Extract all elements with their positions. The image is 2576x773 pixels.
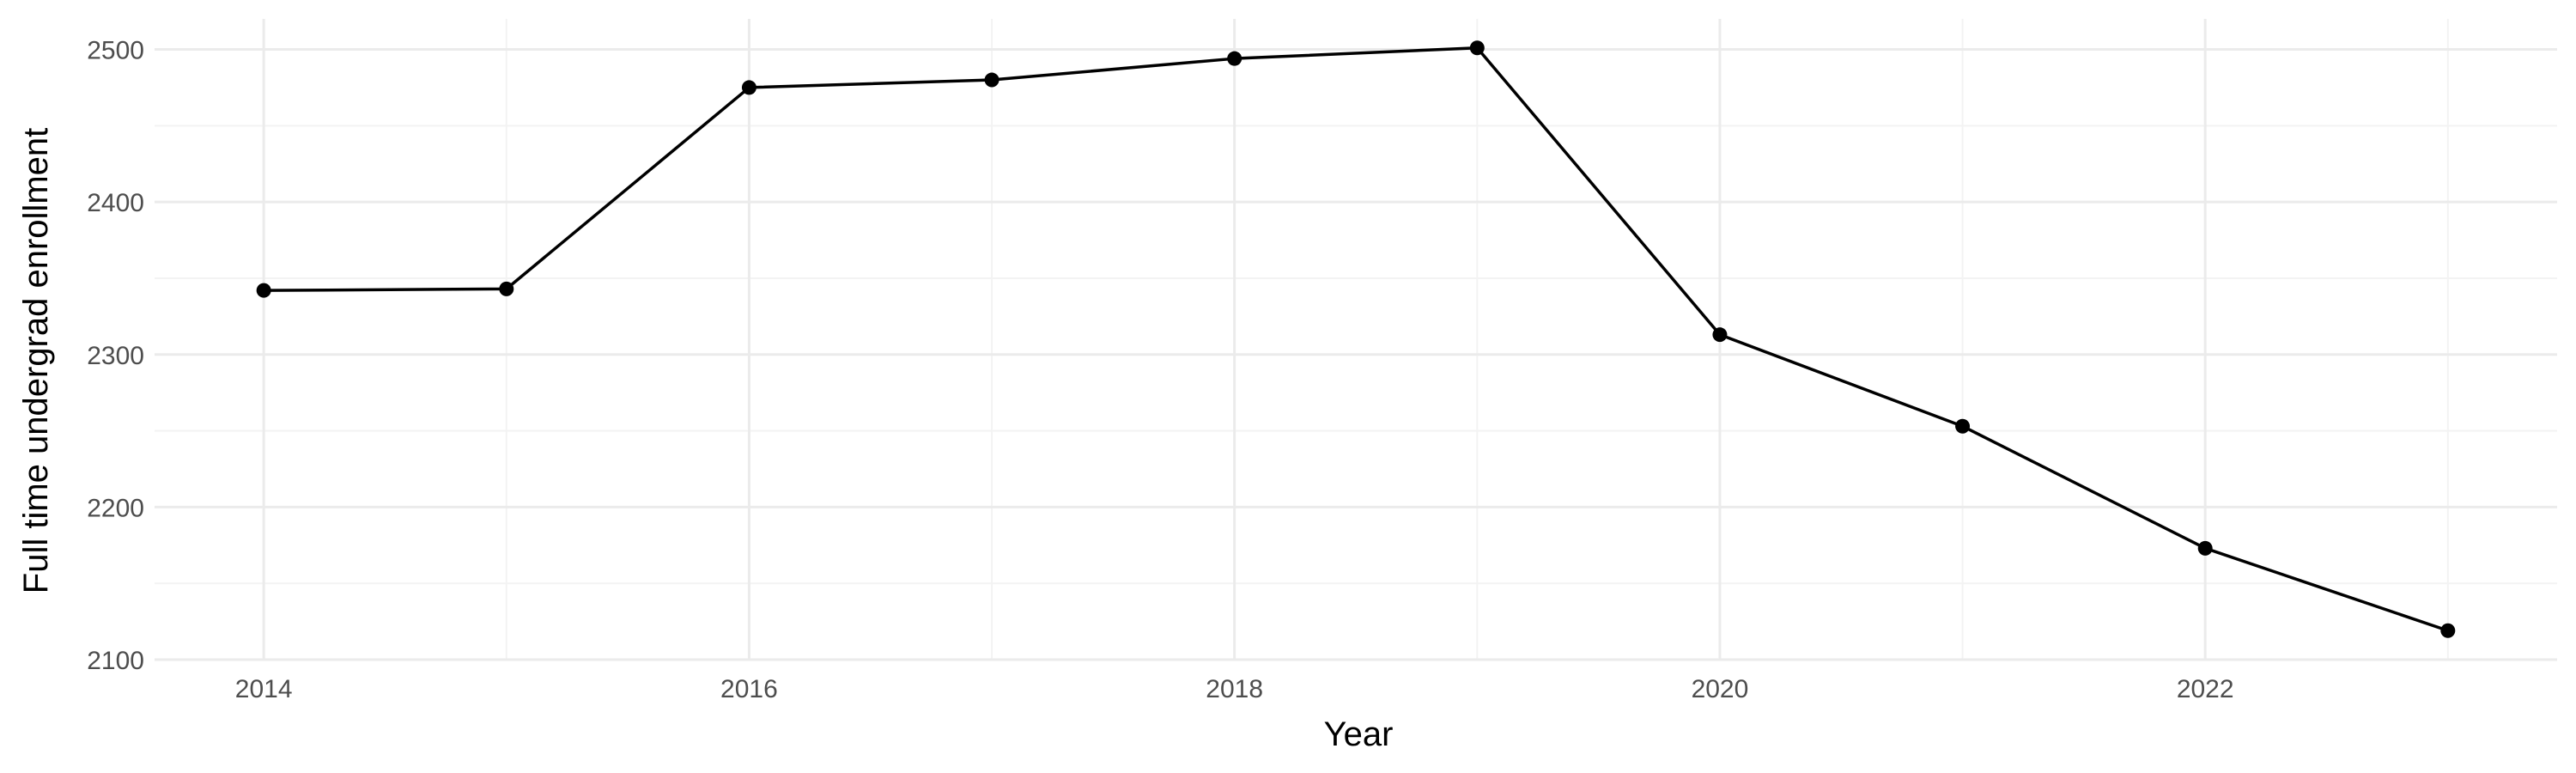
x-tick-label: 2018 [1206, 675, 1263, 703]
y-tick-label: 2200 [87, 494, 144, 522]
y-tick-label: 2300 [87, 342, 144, 370]
series-line [264, 46, 2449, 632]
x-tick-label: 2020 [1692, 675, 1749, 703]
data-point [741, 80, 756, 95]
y-axis-title: Full time undergrad enrollment [17, 128, 55, 593]
data-point [1955, 418, 1971, 434]
x-tick-labels: 2014 2016 2018 2020 2022 [235, 675, 2234, 703]
y-tick-label: 2100 [87, 647, 144, 675]
y-tick-labels: 2100 2200 2300 2400 2500 [87, 37, 144, 675]
series-group [256, 40, 2456, 638]
x-tick-label: 2016 [720, 675, 778, 703]
y-tick-label: 2400 [87, 189, 144, 217]
data-point [2197, 540, 2213, 556]
major-gridlines [155, 19, 2557, 661]
x-tick-label: 2022 [2177, 675, 2234, 703]
data-point [2440, 623, 2456, 638]
minor-gridlines [155, 19, 2557, 660]
x-axis-title: Year [1324, 715, 1394, 753]
y-tick-label: 2500 [87, 37, 144, 65]
data-point [499, 281, 514, 296]
data-point [1469, 40, 1485, 56]
data-point [984, 72, 999, 88]
data-point [256, 283, 271, 298]
data-point [1712, 327, 1728, 343]
x-tick-label: 2014 [235, 675, 293, 703]
data-point [1227, 51, 1242, 66]
